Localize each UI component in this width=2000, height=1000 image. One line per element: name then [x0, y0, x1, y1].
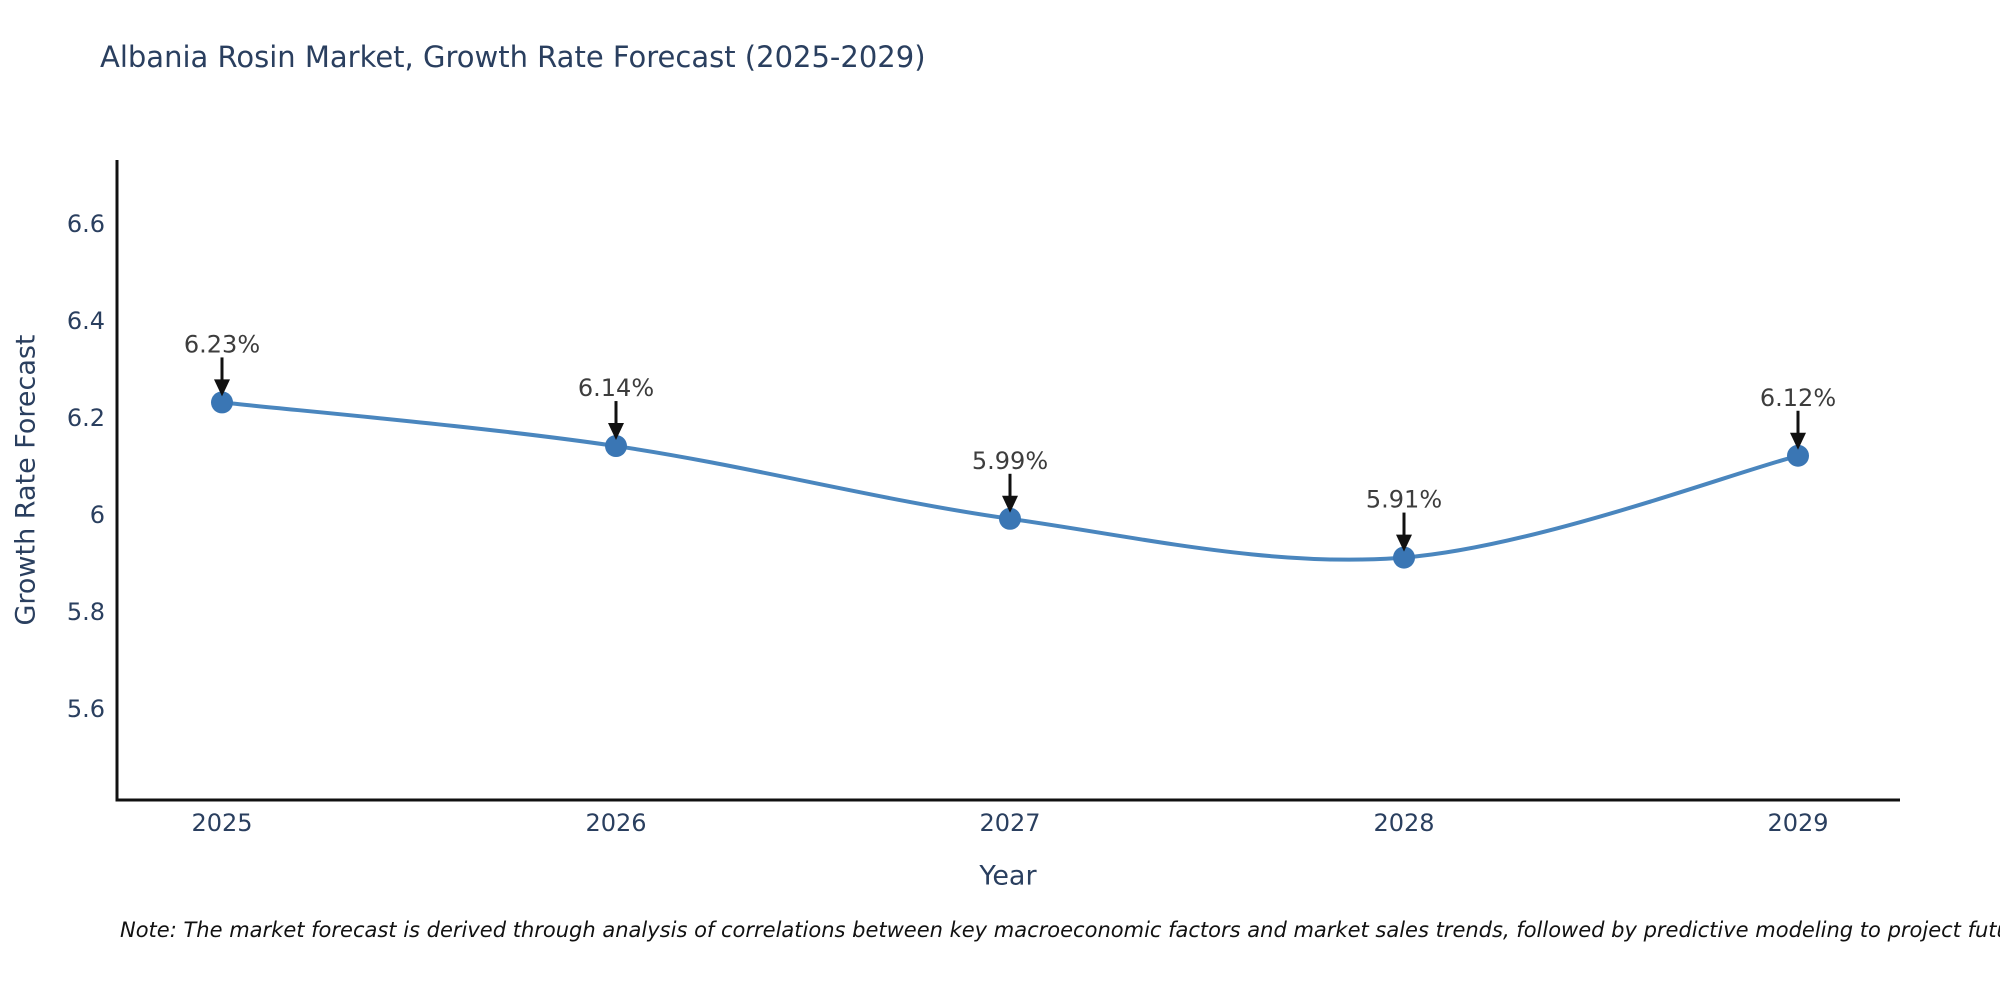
- y-tick-label: 5.8: [67, 598, 105, 626]
- x-tick-label: 2025: [191, 809, 252, 837]
- series-layer: [211, 391, 1809, 569]
- annotation-arrow-head: [1790, 432, 1806, 450]
- annotation-arrow-head: [608, 423, 624, 441]
- x-tick-label: 2028: [1373, 809, 1434, 837]
- x-axis-title: Year: [979, 860, 1037, 892]
- data-point-marker[interactable]: [1393, 546, 1415, 569]
- x-tick-label: 2029: [1767, 809, 1828, 837]
- data-point-marker[interactable]: [211, 391, 233, 414]
- annotation-arrow-head: [1002, 495, 1018, 513]
- data-point-label: 5.99%: [972, 447, 1048, 475]
- y-tick-label: 6.2: [67, 404, 105, 432]
- data-point-label: 6.23%: [184, 330, 260, 358]
- annotation-arrow-head: [1396, 534, 1412, 552]
- x-tick-label: 2027: [979, 809, 1040, 837]
- annotation-arrow-head: [214, 379, 230, 397]
- y-tick-label: 6: [90, 501, 105, 529]
- x-tick-label: 2026: [585, 809, 646, 837]
- data-point-label: 5.91%: [1366, 486, 1442, 514]
- y-tick-label: 6.4: [67, 307, 105, 335]
- y-tick-label: 6.6: [67, 210, 105, 238]
- axes-layer: [115, 160, 1900, 802]
- data-point-label: 6.12%: [1760, 384, 1836, 412]
- ticks-layer: 5.6 5.8 6 6.2 6.4 6.6 2025 2026 2027 2028 2029: [67, 210, 1829, 837]
- data-point-marker[interactable]: [605, 435, 627, 458]
- y-axis-title: Growth Rate Forecast: [10, 334, 42, 626]
- y-tick-label: 5.6: [67, 695, 105, 723]
- chart-title: Albania Rosin Market, Growth Rate Foreca…: [100, 40, 926, 74]
- data-point-label: 6.14%: [578, 374, 654, 402]
- annotations-layer: 6.23% 6.14% 5.99% 5.91% 6.12%: [184, 330, 1836, 552]
- data-point-marker[interactable]: [999, 507, 1021, 530]
- footnote: Note: The market forecast is derived thr…: [120, 918, 2000, 942]
- data-point-marker[interactable]: [1787, 444, 1809, 467]
